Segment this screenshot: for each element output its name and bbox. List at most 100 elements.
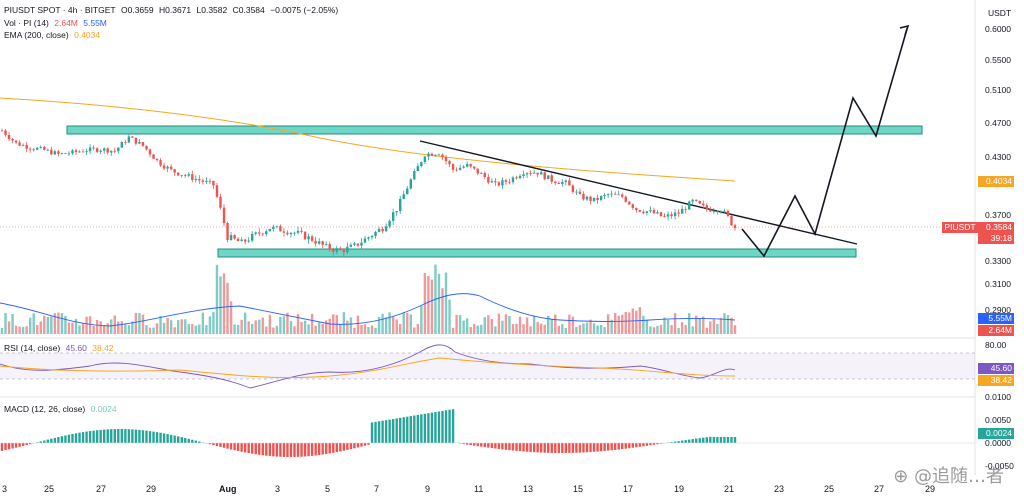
volume-bar — [501, 320, 504, 334]
volume-bar — [585, 322, 589, 334]
candle-body — [212, 180, 215, 186]
time-tick: Aug — [219, 484, 237, 494]
candle-body — [131, 136, 134, 138]
time-tick: 17 — [623, 484, 633, 494]
volume-bar — [251, 324, 254, 334]
candle-body — [332, 249, 335, 252]
candle-body — [490, 181, 494, 183]
candle-body — [532, 172, 536, 174]
rsi-line — [0, 344, 736, 389]
symbol-legend: PIUSDT SPOT · 4h · BITGET O0.3659 H0.367… — [4, 5, 341, 16]
macd-bar — [719, 437, 723, 443]
volume-bar — [444, 272, 448, 334]
candle-body — [21, 145, 25, 146]
macd-bar — [124, 429, 127, 443]
macd-bar — [656, 443, 659, 445]
macd-bars-group — [0, 409, 737, 457]
price-axis: 0.6000 0.5500 0.5100 0.4700 0.4300 0.370… — [985, 24, 1011, 315]
volume-bar — [649, 326, 652, 334]
candle-body — [289, 232, 293, 235]
candle-body — [261, 233, 264, 235]
candle-body — [451, 164, 455, 170]
macd-bar — [88, 431, 92, 443]
candle-body — [649, 210, 652, 212]
countdown-tag: 39:18 — [978, 233, 1014, 244]
candle-body — [349, 244, 353, 247]
volume-bar — [310, 313, 314, 334]
macd-bar — [399, 417, 402, 443]
candle-body — [561, 181, 564, 184]
volume-bar — [353, 327, 356, 334]
volume-bar — [141, 314, 145, 334]
candle-body — [497, 182, 501, 186]
macd-bar — [582, 443, 585, 453]
volume-bar — [0, 327, 4, 334]
macd-bar — [733, 437, 737, 443]
macd-bar — [539, 443, 543, 453]
volume-bar — [198, 324, 201, 334]
macd-bar — [501, 443, 504, 450]
candle-body — [85, 151, 88, 153]
candle-body — [57, 151, 60, 154]
ohlc-close: C0.3584 — [232, 5, 265, 15]
volume-bar — [663, 317, 666, 334]
candle-body — [536, 172, 539, 175]
volume-bar — [635, 310, 638, 334]
candle-body — [180, 175, 183, 177]
candle-body — [53, 151, 57, 155]
candle-body — [511, 177, 515, 183]
candle-body — [469, 164, 472, 167]
macd-bar — [494, 443, 497, 449]
candle-body — [702, 203, 705, 206]
macd-bar — [353, 443, 356, 449]
volume-bar — [50, 316, 53, 334]
volume-bar — [162, 322, 166, 334]
volume-bar — [303, 320, 307, 334]
candle-body — [381, 228, 384, 232]
candle-body — [723, 210, 726, 212]
candle-body — [25, 145, 28, 149]
macd-bar — [148, 431, 152, 443]
candle-body — [571, 185, 575, 192]
macd-tick: 0.0050 — [985, 415, 1011, 425]
time-tick: 23 — [774, 484, 784, 494]
macd-bar — [670, 442, 673, 443]
volume-bar — [307, 324, 310, 334]
macd-bar — [515, 443, 518, 451]
volume-bar — [4, 312, 7, 334]
macd-bar — [169, 434, 173, 443]
volume-bar — [11, 314, 14, 334]
candle-body — [205, 180, 208, 182]
ema-price-tag: 0.4034 — [978, 176, 1014, 187]
candle-body — [695, 199, 698, 201]
macd-bar — [0, 443, 4, 451]
volume-bar — [180, 319, 183, 334]
volume-bar — [476, 325, 479, 334]
candle-body — [621, 194, 624, 197]
candle-body — [413, 171, 416, 180]
time-tick: 29 — [925, 484, 935, 494]
macd-bar — [113, 429, 116, 443]
candle-body — [550, 175, 553, 182]
candle-body — [240, 239, 243, 242]
macd-legend: MACD (12, 26, close) 0.0024 — [4, 404, 120, 415]
candle-body — [28, 148, 32, 150]
candle-body — [243, 239, 247, 242]
candle-body — [254, 232, 257, 234]
macd-bar — [557, 443, 560, 453]
macd-bar — [155, 432, 159, 443]
candle-body — [663, 216, 666, 217]
macd-bar — [67, 434, 71, 443]
volume-bar — [733, 325, 737, 334]
projection-path — [741, 28, 908, 258]
time-tick: 9 — [425, 484, 430, 494]
macd-bar — [131, 429, 134, 443]
volume-bar — [698, 318, 701, 334]
macd-bar — [177, 436, 180, 443]
macd-bar — [596, 443, 599, 452]
candle-body — [247, 240, 250, 242]
volume-bar — [473, 324, 476, 334]
volume-bar — [680, 322, 684, 334]
volume-bar — [642, 315, 645, 334]
